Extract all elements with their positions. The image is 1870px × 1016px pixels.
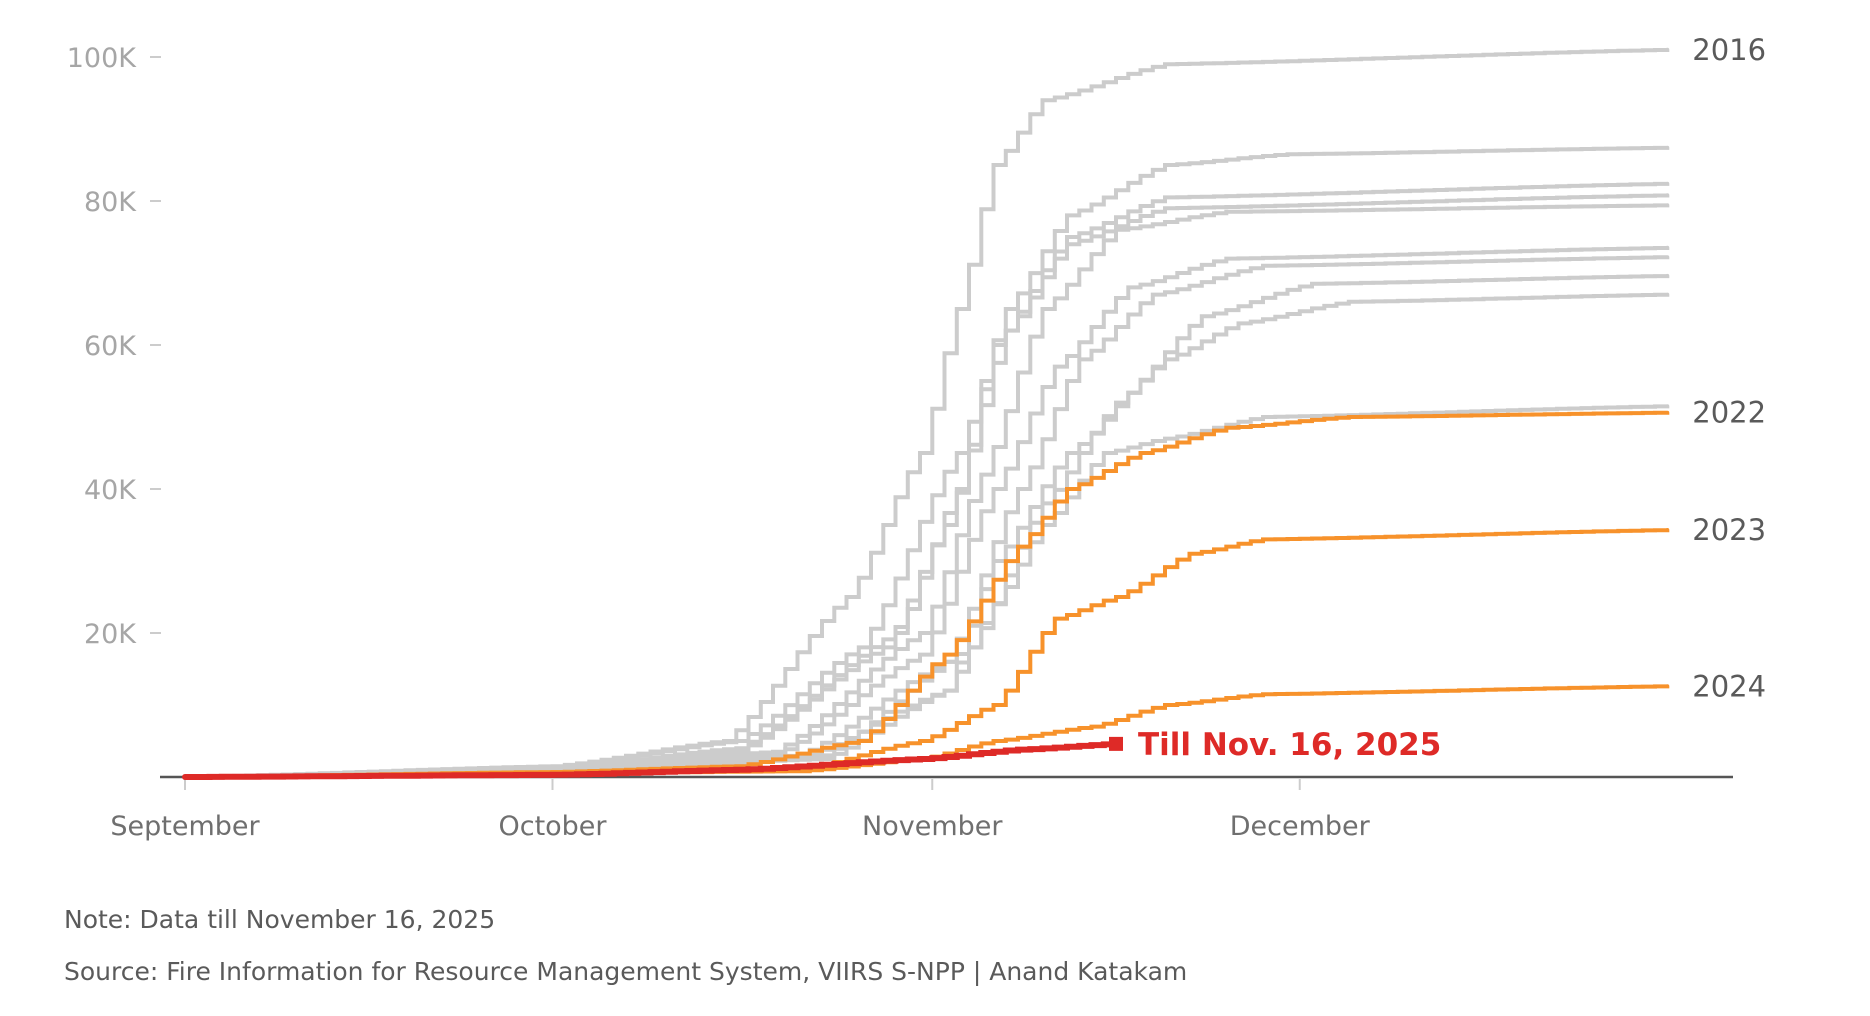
series-group-past xyxy=(183,47,1670,779)
y-tick-label: 80K xyxy=(84,187,137,218)
series-label-2025: Till Nov. 16, 2025 xyxy=(1138,727,1441,763)
y-tick-label: 60K xyxy=(84,331,137,362)
x-axis: September October November December xyxy=(110,775,1733,842)
series-group-recent xyxy=(183,410,1670,779)
series-label-2022: 2022 xyxy=(1692,396,1766,430)
series-end-marker-2025 xyxy=(1109,736,1123,751)
x-tick-label: September xyxy=(110,811,260,842)
series-line-past-b xyxy=(183,181,1670,779)
y-tick-label: 40K xyxy=(84,475,137,506)
x-tick-label: October xyxy=(498,811,607,842)
series-line-past-e xyxy=(183,245,1670,779)
series-labels: 2016 2022 2023 2024 Till Nov. 16, 2025 xyxy=(1138,33,1766,763)
y-tick-label: 100K xyxy=(67,43,138,74)
y-axis: 20K 40K 60K 80K 100K xyxy=(67,43,161,650)
series-label-2016: 2016 xyxy=(1692,33,1766,67)
x-tick-label: December xyxy=(1230,811,1371,842)
series-line-past-a xyxy=(183,145,1670,779)
series-line-2022 xyxy=(183,410,1670,779)
chart-source: Source: Fire Information for Resource Ma… xyxy=(64,957,1188,986)
series-group-current xyxy=(182,736,1123,780)
series-line-past-i xyxy=(183,404,1670,779)
series-line-2025 xyxy=(182,740,1119,780)
chart-note: Note: Data till November 16, 2025 xyxy=(64,905,496,934)
series-label-2023: 2023 xyxy=(1692,513,1766,547)
x-tick-label: November xyxy=(862,811,1003,842)
y-tick-label: 20K xyxy=(84,619,137,650)
series-label-2024: 2024 xyxy=(1692,669,1766,703)
